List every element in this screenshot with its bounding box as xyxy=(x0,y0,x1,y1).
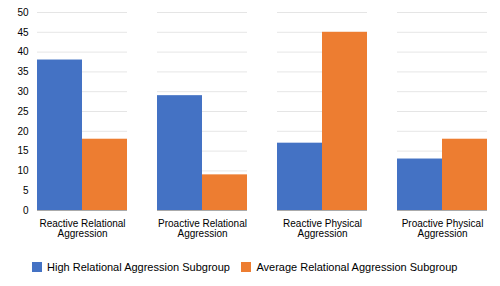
svg-text:Proactive RelationalAggression: Proactive RelationalAggression xyxy=(158,218,247,239)
svg-text:Reactive PhysicalAggression: Reactive PhysicalAggression xyxy=(283,218,362,239)
svg-text:45: 45 xyxy=(17,27,29,38)
svg-text:0: 0 xyxy=(23,205,29,216)
html-text:Average Relational Aggression: Average Relational Aggression Subgroup xyxy=(256,260,458,273)
svg-text:50: 50 xyxy=(17,7,29,18)
svg-text:15: 15 xyxy=(17,145,29,156)
svg-text:5: 5 xyxy=(23,185,29,196)
svg-text:Proactive PhysicalAggression: Proactive PhysicalAggression xyxy=(402,218,484,239)
svg-text:30: 30 xyxy=(17,86,29,97)
svg-text:10: 10 xyxy=(17,165,29,176)
svg-text:25: 25 xyxy=(17,106,29,117)
svg-text:35: 35 xyxy=(17,66,29,77)
svg-text:40: 40 xyxy=(17,46,29,57)
svg-text:20: 20 xyxy=(17,126,29,137)
html-text:High Relational Aggression Sub: High Relational Aggression Subgroup xyxy=(47,260,230,273)
svg-text:Reactive RelationalAggression: Reactive RelationalAggression xyxy=(39,218,125,239)
